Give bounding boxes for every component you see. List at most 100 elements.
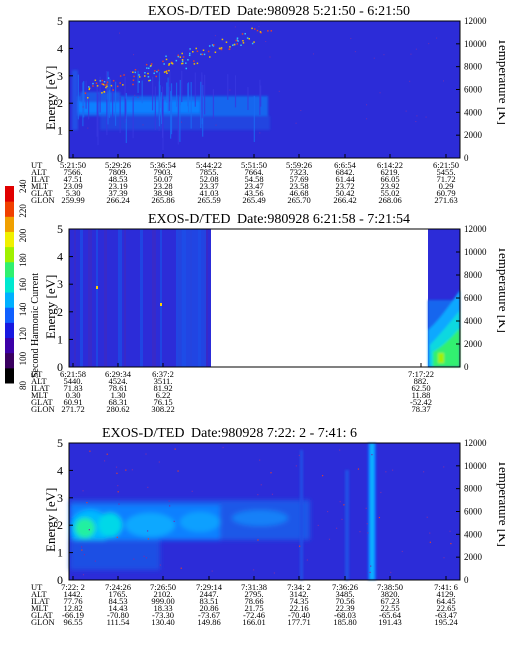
noise-dot bbox=[327, 510, 329, 513]
noise-dot bbox=[177, 470, 179, 472]
table-row-label: MLT bbox=[31, 603, 49, 613]
table-cell: 68.31 bbox=[108, 397, 127, 407]
colorbar-segment bbox=[5, 367, 14, 384]
table-cell: 23.09 bbox=[63, 181, 82, 191]
table-cell: 6:6:54 bbox=[334, 160, 356, 170]
scatter-dot bbox=[119, 75, 122, 77]
scatter-dot bbox=[144, 75, 146, 77]
colorbar: 80 100 120 140 160 180 200 220 240 Second Harmoni… bbox=[5, 179, 41, 390]
band-streak bbox=[109, 79, 111, 101]
noise-dot bbox=[273, 572, 275, 574]
scatter-dot bbox=[101, 79, 104, 82]
scatter-dot bbox=[133, 75, 135, 78]
noise-dot bbox=[295, 122, 297, 124]
scatter-dot bbox=[106, 81, 109, 84]
y2tick-label: 8000 bbox=[464, 270, 483, 280]
noise-dot bbox=[88, 529, 90, 531]
table-cell: 18.33 bbox=[153, 603, 172, 613]
noise-dot bbox=[173, 520, 175, 522]
scatter-dot bbox=[147, 72, 149, 75]
y2tick-label: 2000 bbox=[464, 339, 483, 349]
band-streak bbox=[119, 96, 121, 133]
noise-dot bbox=[380, 491, 382, 494]
table-cell: 20.86 bbox=[199, 603, 218, 613]
scatter-dot bbox=[181, 62, 184, 65]
colorbar-tick-label: 80 bbox=[18, 381, 28, 391]
scatter-dot bbox=[123, 74, 125, 76]
noise-dot bbox=[211, 570, 213, 572]
panel-1-scatter bbox=[82, 26, 445, 134]
band-streak bbox=[260, 85, 262, 107]
panel-2-title: EXOS-D/TED bbox=[148, 212, 230, 227]
scatter-dot bbox=[119, 82, 121, 84]
scatter-dot bbox=[163, 63, 165, 65]
band-streak bbox=[158, 72, 161, 127]
scatter-dot bbox=[168, 69, 170, 72]
colorbar-segment bbox=[5, 246, 14, 263]
noise-dot bbox=[257, 494, 259, 496]
table-cell: 66.05 bbox=[380, 174, 399, 184]
table-cell: 23.72 bbox=[335, 181, 354, 191]
scatter-dot bbox=[236, 39, 239, 41]
panel-3-spectrogram bbox=[68, 442, 461, 581]
scatter-dot bbox=[177, 54, 180, 57]
noise-dot bbox=[391, 469, 394, 471]
noise-dot bbox=[416, 115, 418, 117]
table-cell: 5.30 bbox=[66, 188, 81, 198]
band-streak bbox=[179, 79, 181, 106]
noise-dot bbox=[174, 448, 176, 450]
table-cell: 191.43 bbox=[378, 617, 401, 627]
panel-2: EXOS-D/TED Date:980928 6:21:58 - 7:21:54… bbox=[31, 212, 505, 414]
scatter-dot bbox=[102, 83, 105, 86]
scatter-dot bbox=[132, 71, 134, 74]
noise-dot bbox=[260, 484, 262, 486]
band-streak bbox=[227, 74, 229, 100]
table-cell: 5:59:26 bbox=[286, 160, 312, 170]
scatter-dot bbox=[92, 82, 94, 85]
table-cell: 280.62 bbox=[106, 404, 129, 414]
panel-3-y2label: Temperature [K] bbox=[496, 460, 505, 547]
scatter-dot bbox=[101, 92, 103, 94]
ytick-label: 5 bbox=[57, 14, 63, 28]
table-cell: -72.46 bbox=[243, 610, 265, 620]
table-cell: 6842. bbox=[335, 167, 354, 177]
band-streak bbox=[151, 76, 154, 111]
band-streak bbox=[112, 85, 114, 117]
ytick-label: 0 bbox=[57, 151, 63, 165]
noise-dot bbox=[450, 543, 452, 545]
noise-dot bbox=[118, 503, 120, 505]
table-cell: 2795. bbox=[244, 589, 263, 599]
scatter-dot bbox=[251, 27, 253, 30]
scatter-dot bbox=[233, 43, 236, 46]
table-cell: 22.16 bbox=[289, 603, 308, 613]
scatter-dot bbox=[201, 53, 204, 56]
panel-1-title: EXOS-D/TED bbox=[148, 4, 230, 19]
table-cell: 46.68 bbox=[289, 188, 308, 198]
ytick-label: 2 bbox=[57, 305, 63, 319]
table-cell: 3142. bbox=[289, 589, 308, 599]
table-cell: 78.61 bbox=[108, 383, 127, 393]
scatter-dot bbox=[181, 62, 183, 65]
noise-dot bbox=[401, 550, 403, 553]
noise-dot bbox=[115, 466, 118, 468]
y2tick-label: 0 bbox=[464, 575, 469, 585]
noise-dot bbox=[252, 569, 255, 571]
noise-dot bbox=[86, 502, 88, 504]
table-cell: 3511. bbox=[154, 376, 173, 386]
noise-dot bbox=[130, 71, 132, 73]
noise-dot bbox=[147, 538, 149, 540]
y2tick-label: 0 bbox=[464, 362, 469, 372]
noise-dot bbox=[134, 94, 136, 96]
noise-dot bbox=[405, 110, 407, 112]
scatter-dot bbox=[148, 79, 150, 82]
noise-dot bbox=[103, 460, 106, 462]
panel-3-ylabel: Energy [eV] bbox=[43, 488, 58, 552]
scatter-dot bbox=[105, 83, 108, 86]
band-streak bbox=[85, 80, 87, 109]
noise-dot bbox=[259, 132, 261, 134]
noise-dot bbox=[390, 571, 392, 574]
noise-dot bbox=[366, 104, 368, 106]
panel-3-title: EXOS-D/TED bbox=[102, 426, 184, 441]
scatter-dot bbox=[256, 29, 259, 32]
table-cell: 177.71 bbox=[287, 617, 310, 627]
